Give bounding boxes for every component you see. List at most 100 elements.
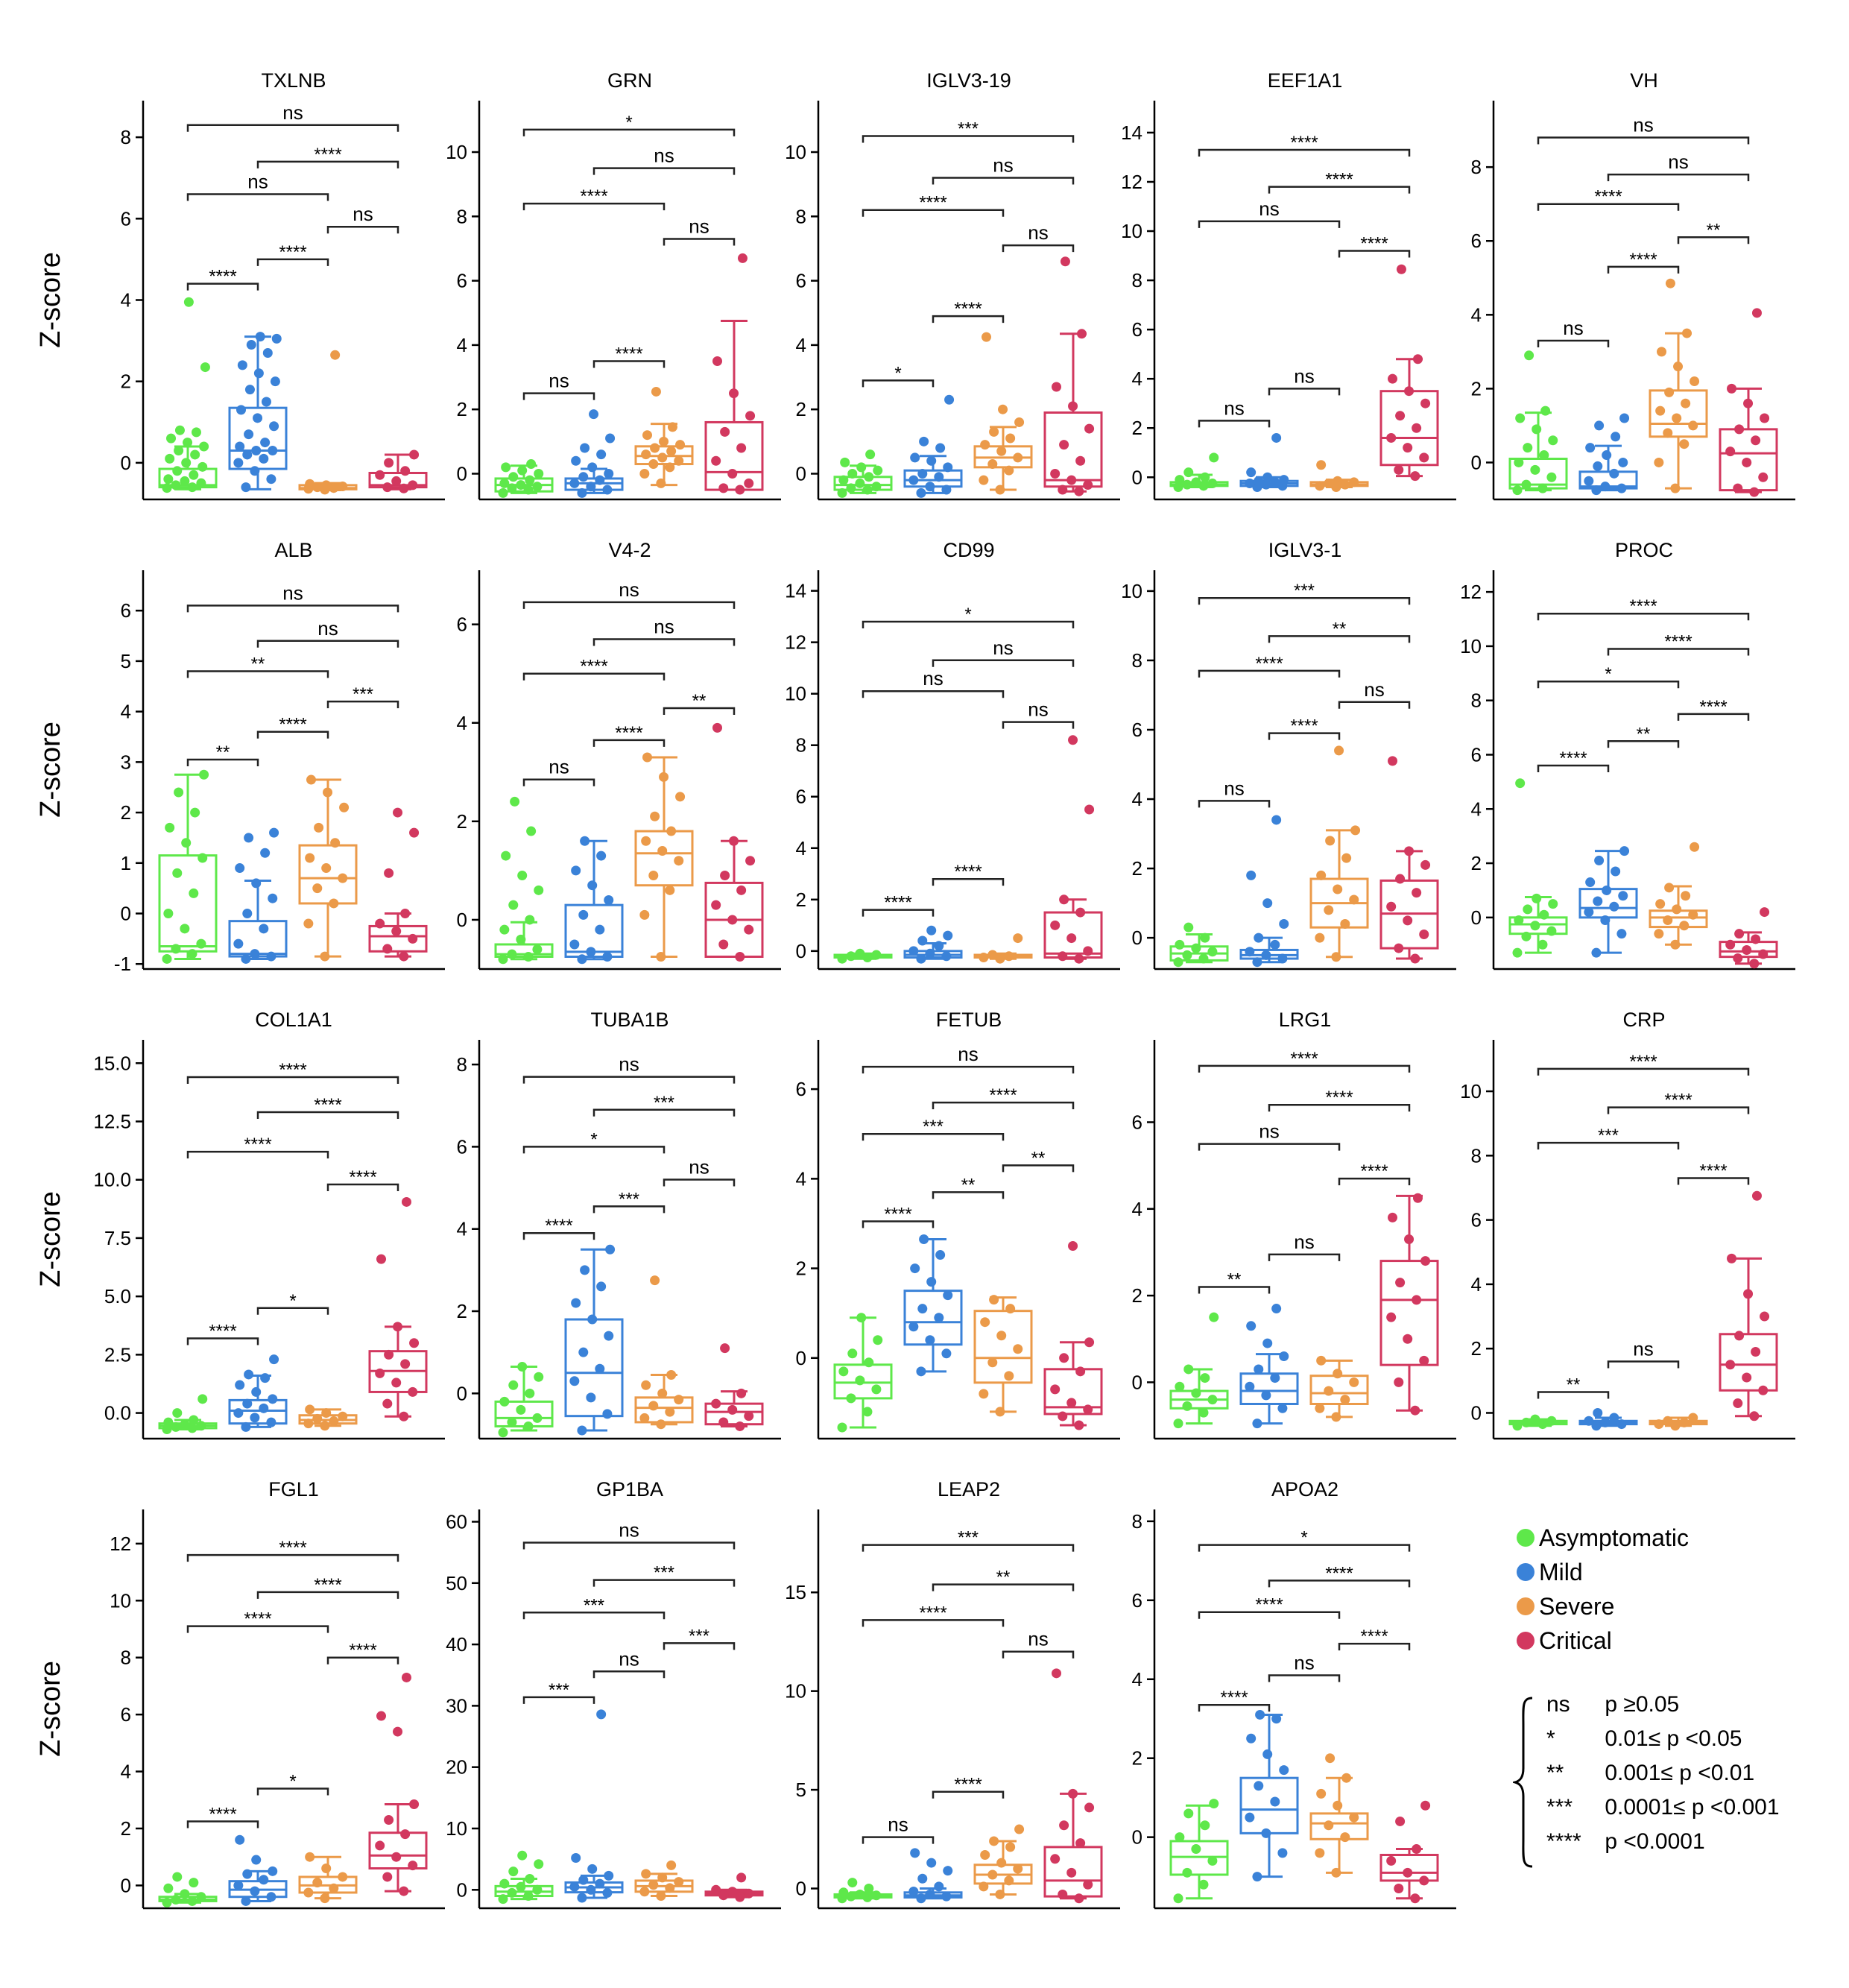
data-point <box>1255 1709 1265 1720</box>
data-point <box>244 385 255 395</box>
data-point <box>314 822 324 833</box>
bracket-line <box>326 1656 399 1664</box>
significance-key: ns p ≥0.05 * 0.01≤ p <0.05 ** 0.001≤ p <… <box>1513 1692 1833 1871</box>
data-point <box>1733 1398 1743 1409</box>
significance-bracket: ** <box>1607 724 1680 748</box>
data-point <box>1420 1800 1431 1811</box>
box-iqr <box>1379 1853 1439 1882</box>
y-tick-label: 4 <box>1132 1668 1142 1691</box>
box-mild <box>903 1234 963 1377</box>
data-point <box>189 1415 199 1425</box>
data-point <box>916 953 926 964</box>
box-iqr <box>1649 389 1708 438</box>
significance-label: **** <box>1360 233 1388 253</box>
data-point <box>399 1886 409 1896</box>
data-point <box>1173 1419 1183 1429</box>
data-point <box>744 478 754 488</box>
data-point <box>745 856 756 866</box>
significance-label: **** <box>279 1060 306 1080</box>
significance-label: ns <box>654 615 674 637</box>
y-tick-label: 10 <box>446 141 467 163</box>
data-point <box>1013 1864 1023 1874</box>
box-mild <box>228 332 288 493</box>
data-point <box>516 1881 526 1892</box>
data-point <box>586 1884 596 1895</box>
data-point <box>980 440 990 450</box>
y-tick-label: 2 <box>1471 1337 1482 1360</box>
data-point <box>855 478 865 488</box>
box-iqr <box>1719 428 1778 492</box>
data-point <box>1207 479 1218 489</box>
box-iqr <box>704 420 764 491</box>
data-point <box>180 476 190 486</box>
data-point <box>1609 901 1619 912</box>
data-point <box>399 483 409 493</box>
bracket-line <box>1002 721 1075 729</box>
data-point <box>1521 479 1532 490</box>
bracket-line <box>1268 1580 1411 1588</box>
significance-label: **** <box>1255 654 1283 674</box>
data-point <box>523 485 534 495</box>
data-point <box>926 455 937 466</box>
bracket-line <box>592 167 736 175</box>
y-tick-label: 4 <box>1132 788 1142 810</box>
data-point <box>1315 933 1325 943</box>
data-point <box>995 485 1005 495</box>
data-point <box>674 1395 684 1405</box>
data-point <box>919 436 929 446</box>
data-point <box>648 1880 659 1890</box>
significance-bracket: *** <box>522 1680 595 1704</box>
significance-label: **** <box>209 267 236 287</box>
data-point <box>837 487 847 498</box>
data-point <box>941 951 952 962</box>
significance-label: **** <box>1629 596 1657 616</box>
data-point <box>339 802 350 812</box>
y-tick-label: 4 <box>796 1167 806 1190</box>
data-point <box>1271 1714 1282 1724</box>
data-point <box>237 360 247 370</box>
y-tick-label: 3 <box>121 751 131 773</box>
data-point <box>507 1417 517 1427</box>
data-point <box>1050 468 1061 479</box>
data-point <box>846 483 856 493</box>
bracket-line <box>932 1101 1075 1110</box>
data-point <box>727 1404 738 1415</box>
significance-bracket: **** <box>1268 716 1341 740</box>
data-point <box>1333 1800 1343 1811</box>
data-point <box>996 446 1007 456</box>
data-point <box>1198 1879 1209 1890</box>
significance-bracket: * <box>522 1129 666 1154</box>
box-severe <box>298 350 358 495</box>
data-point <box>1404 1234 1415 1244</box>
significance-bracket: ns <box>592 1647 666 1679</box>
data-point <box>1548 435 1558 446</box>
significance-bracket: ns <box>1537 114 1750 145</box>
data-point <box>1663 915 1673 925</box>
legend-label: Mild <box>1539 1558 1583 1585</box>
box-asymptomatic <box>494 459 554 498</box>
data-point <box>648 871 659 881</box>
bracket-line <box>1338 1642 1411 1651</box>
data-point <box>1207 1855 1218 1866</box>
y-tick-label: 4 <box>121 701 131 723</box>
data-point <box>1734 929 1745 939</box>
significance-label: ns <box>958 1043 978 1065</box>
data-point <box>498 954 508 965</box>
data-point <box>312 1878 323 1888</box>
data-point <box>604 1870 614 1881</box>
data-point <box>409 1799 420 1810</box>
bracket-line <box>522 1542 736 1550</box>
data-point <box>935 443 946 453</box>
bracket-line <box>1268 388 1341 396</box>
data-point <box>187 482 197 493</box>
data-point <box>1200 472 1210 482</box>
data-point <box>172 466 183 476</box>
data-point <box>569 939 580 950</box>
data-point <box>1052 382 1062 392</box>
data-point <box>196 1892 206 1902</box>
y-tick-label: 6 <box>1471 230 1482 252</box>
data-point <box>580 443 590 453</box>
data-point <box>382 1398 393 1409</box>
data-point <box>1068 735 1078 745</box>
data-point <box>847 468 858 479</box>
